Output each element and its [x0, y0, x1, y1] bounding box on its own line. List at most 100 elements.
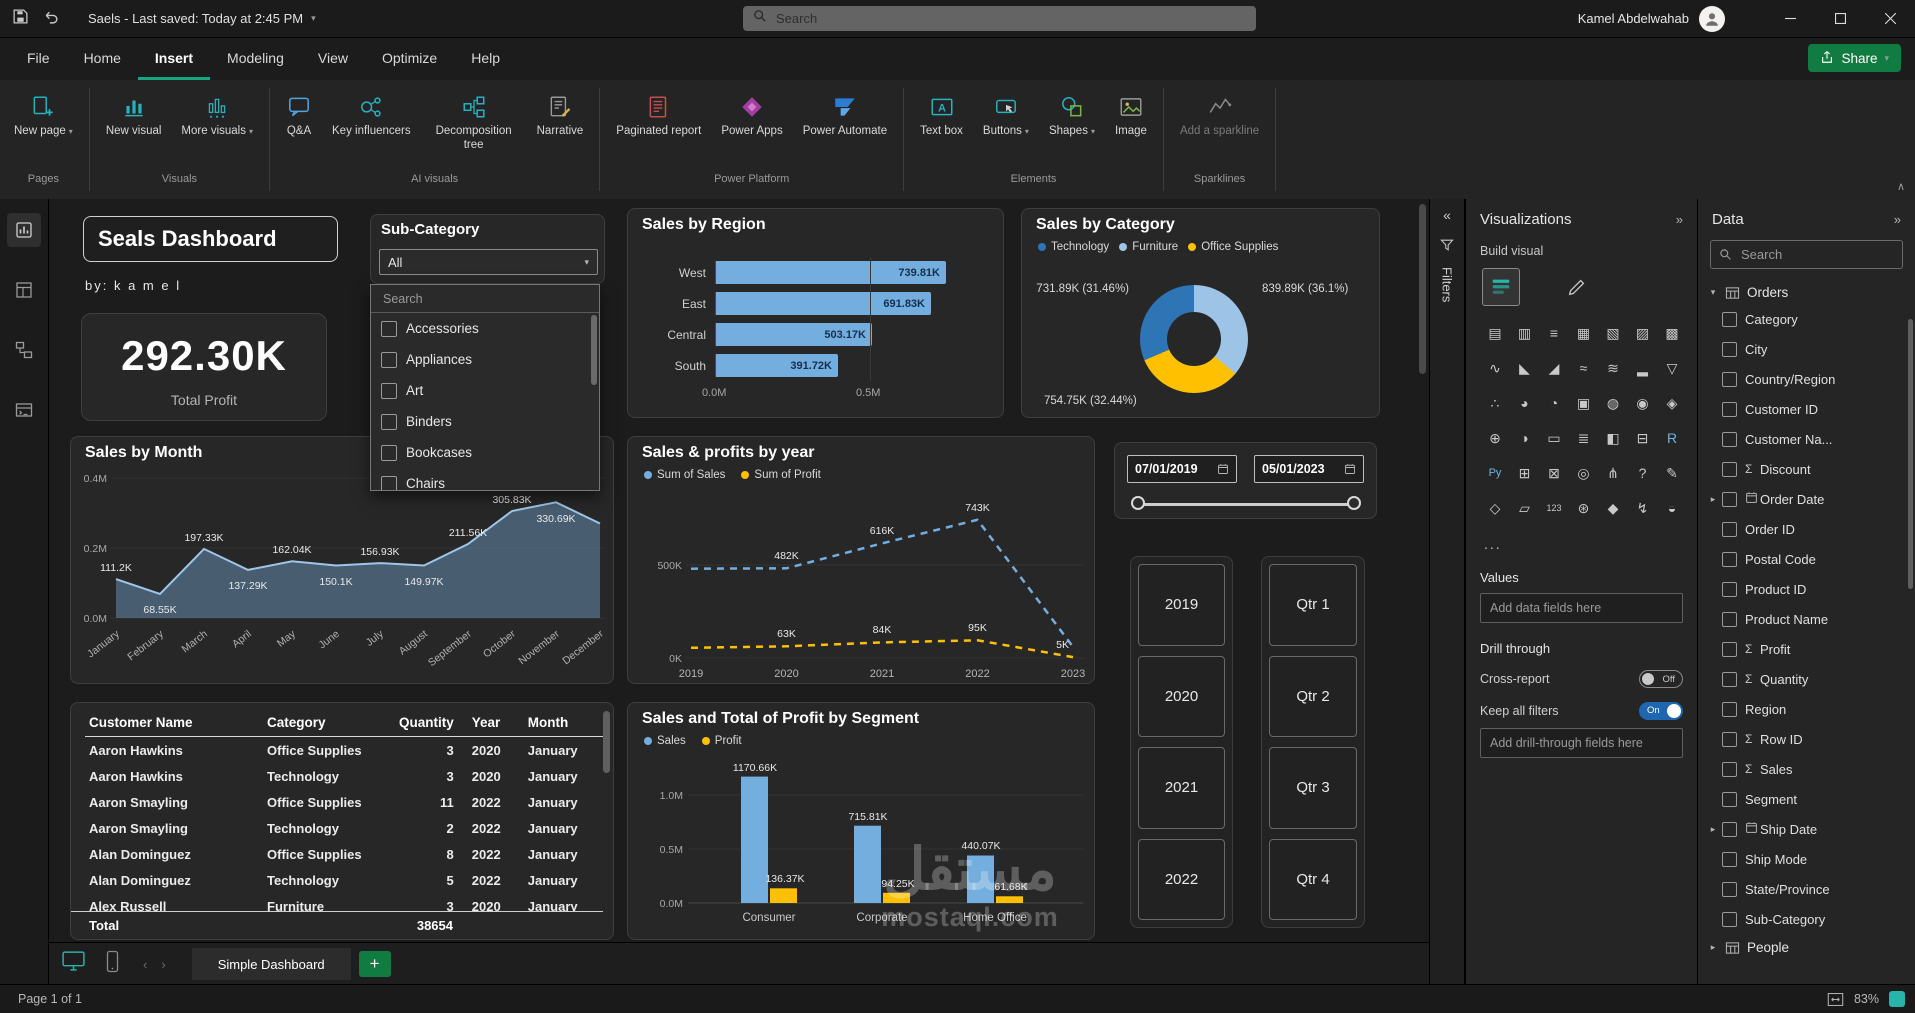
field-checkbox[interactable] [1722, 581, 1737, 597]
checkbox-icon[interactable] [381, 382, 397, 399]
year-button-2019[interactable]: 2019 [1138, 564, 1225, 646]
line-and-clustered-column-chart-icon[interactable]: ≋ [1607, 359, 1619, 376]
field-row-order-id[interactable]: Order ID [1698, 514, 1915, 544]
drill-through-field-well[interactable]: Add drill-through fields here [1480, 728, 1683, 758]
key-influencers-button[interactable]: Key influencers [322, 86, 421, 143]
qa-button[interactable]: Q&A [276, 86, 322, 143]
table-row[interactable]: Alex Russell Furniture 3 2020 January [85, 893, 604, 919]
data-search-input[interactable] [1739, 246, 1893, 263]
narrative-icon[interactable]: ✎ [1666, 464, 1678, 481]
cross-report-toggle[interactable]: Off [1639, 670, 1683, 688]
field-checkbox[interactable] [1722, 701, 1737, 717]
keep-all-filters-toggle[interactable]: On [1639, 702, 1683, 720]
date-slider-handle-end[interactable] [1347, 496, 1361, 510]
power-automate-button[interactable]: Power Automate [793, 86, 897, 143]
year-button-2022[interactable]: 2022 [1138, 838, 1225, 920]
region-bar[interactable]: 691.83K [716, 292, 931, 315]
year-button-2021[interactable]: 2021 [1138, 747, 1225, 829]
quarter-button-qtr-1[interactable]: Qtr 1 [1269, 564, 1357, 646]
new-visual-button[interactable]: New visual [96, 86, 172, 143]
dropdown-search[interactable] [371, 285, 599, 313]
field-row-order-date[interactable]: ▸ Order Date [1698, 484, 1915, 514]
field-checkbox[interactable] [1722, 611, 1737, 627]
dax-query-view-icon[interactable] [7, 393, 41, 427]
field-checkbox[interactable] [1722, 521, 1737, 537]
filters-pane-label[interactable]: Filters [1439, 267, 1455, 303]
dropdown-option-binders[interactable]: Binders [371, 406, 599, 437]
field-row-sub-category[interactable]: Sub-Category [1698, 904, 1915, 934]
more-visual-options[interactable]: ... [1484, 536, 1502, 552]
field-checkbox[interactable] [1722, 821, 1737, 837]
field-checkbox[interactable] [1722, 311, 1737, 327]
field-checkbox[interactable] [1722, 851, 1737, 867]
power-automate-visual-icon[interactable]: ↯ [1636, 499, 1649, 516]
model-view-icon[interactable] [7, 333, 41, 367]
area-chart-icon[interactable]: ◣ [1519, 359, 1530, 376]
column-header[interactable]: Category [263, 709, 395, 737]
global-search[interactable] [743, 6, 1256, 31]
r-script-visual-icon[interactable]: R [1666, 430, 1678, 446]
filter-icon[interactable] [1439, 237, 1455, 253]
sales-by-category-card[interactable]: Sales by Category Technology Furniture Off… [1021, 208, 1380, 418]
year-button-2020[interactable]: 2020 [1138, 655, 1225, 737]
table-view-icon[interactable] [7, 273, 41, 307]
close-button[interactable] [1865, 0, 1915, 37]
scatter-chart-icon[interactable]: ∴ [1490, 394, 1500, 411]
subcategory-combo[interactable]: All ▾ [379, 249, 598, 275]
avatar[interactable] [1699, 5, 1725, 32]
field-row-ship-date[interactable]: ▸ Ship Date [1698, 814, 1915, 844]
table-row[interactable]: Aaron Hawkins Technology 3 2020 January [85, 763, 604, 789]
canvas-scrollbar[interactable] [1419, 204, 1426, 374]
quarter-button-qtr-4[interactable]: Qtr 4 [1269, 838, 1357, 920]
minimize-button[interactable] [1765, 0, 1815, 37]
field-row-postal-code[interactable]: Postal Code [1698, 544, 1915, 574]
field-row-profit[interactable]: Σ Profit [1698, 634, 1915, 664]
dropdown-option-accessories[interactable]: Accessories [371, 313, 599, 344]
power-apps-visual-icon[interactable]: ◆ [1607, 499, 1619, 516]
table-row[interactable]: Aaron Smayling Office Supplies 11 2022 Janua… [85, 789, 604, 815]
total-profit-kpi-card[interactable]: 292.30K Total Profit [81, 313, 327, 421]
menu-modeling[interactable]: Modeling [227, 49, 284, 66]
menu-file[interactable]: File [27, 49, 50, 66]
field-checkbox[interactable] [1722, 881, 1737, 897]
field-row-state-province[interactable]: State/Province [1698, 874, 1915, 904]
undo-icon[interactable] [43, 8, 60, 30]
dropdown-option-chairs[interactable]: Chairs [371, 468, 599, 490]
field-checkbox[interactable] [1722, 791, 1737, 807]
checkbox-icon[interactable] [381, 413, 397, 430]
numeric-card-icon[interactable]: 123 [1546, 503, 1562, 513]
checkbox-icon[interactable] [381, 444, 397, 461]
shapes-button[interactable]: Shapes ▾ [1039, 86, 1105, 143]
dropdown-option-art[interactable]: Art [371, 375, 599, 406]
more-visuals-button[interactable]: More visuals ▾ [171, 86, 263, 143]
field-checkbox[interactable] [1722, 431, 1737, 447]
paginated-report-icon[interactable]: ▱ [1519, 499, 1530, 516]
100-stacked-bar-chart-icon[interactable]: ▧ [1606, 324, 1620, 341]
checkbox-icon[interactable] [381, 320, 397, 337]
end-date-box[interactable]: 05/01/2023 [1254, 455, 1364, 483]
field-checkbox[interactable] [1722, 641, 1737, 657]
customer-table-card[interactable]: Customer Name Category Quantity Year Month A… [70, 702, 614, 940]
date-slider-handle-start[interactable] [1131, 496, 1145, 510]
region-bar[interactable]: 503.17K [716, 323, 872, 346]
field-row-sales[interactable]: Σ Sales [1698, 754, 1915, 784]
search-input[interactable] [774, 10, 1198, 27]
field-checkbox[interactable] [1722, 461, 1737, 477]
menu-view[interactable]: View [317, 49, 348, 66]
collapse-pane-icon[interactable]: » [1675, 212, 1683, 227]
field-row-region[interactable]: Region [1698, 694, 1915, 724]
stacked-bar-chart-icon[interactable]: ▤ [1488, 324, 1502, 341]
field-checkbox[interactable] [1722, 341, 1737, 357]
field-row-country-region[interactable]: Country/Region [1698, 364, 1915, 394]
table-icon[interactable]: ⊞ [1518, 464, 1531, 481]
field-row-customer-na-[interactable]: Customer Na... [1698, 424, 1915, 454]
table-row[interactable]: Alan Dominguez Office Supplies 8 2022 Januar… [85, 841, 604, 867]
stacked-area-chart-icon[interactable]: ◢ [1548, 359, 1560, 376]
donut-chart-icon[interactable]: ◔ [1549, 395, 1559, 411]
column-header[interactable]: Quantity [395, 709, 468, 737]
date-range-slicer-card[interactable]: 07/01/2019 05/01/2023 [1114, 442, 1377, 519]
waterfall-chart-icon[interactable]: ▂ [1637, 359, 1648, 376]
field-checkbox[interactable] [1722, 671, 1737, 687]
collapse-ribbon-icon[interactable]: ∧ [1896, 181, 1905, 193]
chevron-collapsed-icon[interactable]: ▸ [1710, 493, 1716, 504]
